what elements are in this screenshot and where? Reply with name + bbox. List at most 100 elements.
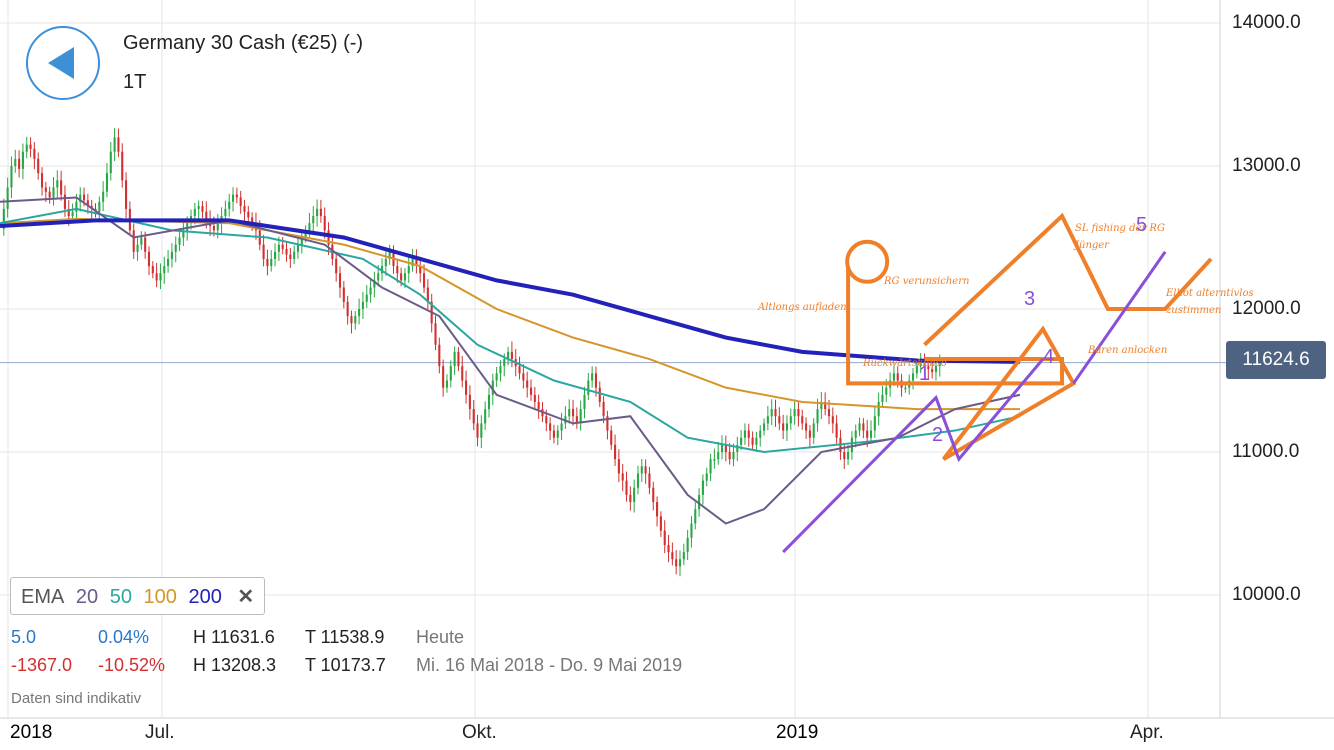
- candle-body: [762, 423, 766, 431]
- candle-body: [285, 248, 288, 255]
- y-tick-12000: 12000.0: [1232, 298, 1301, 319]
- wave-label-4: 4: [1043, 346, 1055, 368]
- candle-body: [67, 208, 70, 217]
- y-tick-10000: 10000.0: [1232, 584, 1301, 605]
- candle-body: [396, 266, 399, 274]
- candle-body: [247, 211, 250, 218]
- candle-body: [472, 409, 475, 424]
- back-button[interactable]: [26, 26, 100, 100]
- candle-body: [216, 223, 219, 231]
- candle-body: [682, 552, 685, 560]
- orange-zigzag-drawing: [923, 212, 1213, 347]
- candle-body: [304, 230, 307, 238]
- orange-channel-drawing: [846, 266, 1065, 386]
- stat-high-today: H 11631.6: [193, 627, 275, 647]
- candle-body: [293, 251, 296, 259]
- last-price-badge: 11624.6: [1226, 341, 1326, 379]
- candle-body: [724, 444, 727, 452]
- stat-change-range: -1367.0: [11, 655, 73, 675]
- candle-body: [656, 502, 659, 517]
- candle-body: [583, 394, 586, 410]
- x-tick-jul: Jul.: [145, 722, 175, 743]
- candle-body: [713, 459, 716, 461]
- candle-body: [461, 366, 464, 381]
- candle-body: [319, 208, 322, 217]
- candle-body: [705, 473, 708, 481]
- candle-body: [147, 251, 151, 267]
- candle-body: [866, 430, 869, 438]
- candle-body: [835, 423, 838, 438]
- candle-body: [361, 301, 364, 309]
- candle-body: [594, 373, 598, 388]
- candle-body: [808, 430, 811, 438]
- candle-body: [503, 359, 506, 367]
- interval-label[interactable]: 1T: [123, 71, 147, 93]
- ema-legend[interactable]: EMA 20 50 100 200 ✕: [10, 577, 266, 615]
- candle-body: [633, 487, 636, 503]
- candle-body: [44, 187, 47, 192]
- x-tick-okt: Okt.: [462, 722, 497, 743]
- candle-body: [144, 237, 147, 252]
- candle-body: [789, 416, 792, 424]
- ema-50-label: 50: [109, 586, 132, 608]
- stat-low-today: T 11538.9: [305, 627, 385, 647]
- annotation-juenger: Jünger: [1075, 240, 1109, 251]
- candle-body: [445, 380, 449, 388]
- candle-body: [625, 480, 628, 495]
- candle-body: [911, 373, 915, 381]
- purple-wave-line: [782, 358, 1045, 554]
- candle-body: [407, 266, 410, 274]
- candle-body: [701, 480, 704, 495]
- stat-change-today: 5.0: [11, 627, 37, 647]
- close-icon[interactable]: ✕: [237, 586, 255, 608]
- annotation-rueck: Rückwärtskonso: [863, 358, 947, 369]
- candle-body: [212, 226, 215, 231]
- candle-body: [327, 230, 330, 245]
- candle-body: [850, 437, 853, 452]
- candle-body: [869, 430, 873, 438]
- candle-body: [136, 244, 139, 252]
- purple-wave-line: [1072, 250, 1167, 385]
- wave-label-3: 3: [1024, 288, 1036, 310]
- candle-body: [56, 180, 59, 188]
- candle-body: [338, 273, 342, 288]
- candle-body: [14, 158, 17, 166]
- candle-body: [495, 373, 498, 381]
- candle-body: [63, 194, 66, 209]
- candle-body: [518, 366, 521, 374]
- candle-body: [316, 208, 319, 217]
- candle-body: [877, 401, 880, 417]
- candle-body: [690, 523, 693, 538]
- candle-body: [858, 423, 861, 431]
- candle-body: [388, 251, 391, 259]
- candle-body: [686, 537, 689, 553]
- candle-body: [25, 144, 28, 152]
- candle-body: [415, 258, 418, 267]
- candle-body: [717, 452, 720, 460]
- candle-body: [2, 208, 5, 229]
- candle-body: [201, 206, 204, 212]
- stat-percent-today: 0.04%: [98, 627, 150, 647]
- candle-body: [323, 216, 326, 231]
- candle-body: [816, 409, 819, 424]
- candle-body: [587, 380, 590, 395]
- candle-body: [132, 230, 135, 252]
- candle-body: [575, 416, 578, 424]
- y-tick-13000: 13000.0: [1232, 155, 1301, 176]
- candle-body: [377, 273, 380, 281]
- candle-body: [346, 301, 349, 317]
- candle-body: [862, 423, 865, 431]
- candle-body: [155, 273, 158, 281]
- candle-body: [545, 416, 548, 424]
- candle-body: [60, 180, 63, 195]
- candle-body: [422, 273, 426, 288]
- wave-label-2: 2: [932, 424, 944, 446]
- candle-body: [778, 416, 781, 424]
- candle-body: [121, 151, 124, 181]
- x-tick-2019: 2019: [776, 722, 819, 743]
- candle-body: [896, 373, 899, 381]
- candle-body: [434, 323, 437, 345]
- candle-body: [21, 151, 24, 169]
